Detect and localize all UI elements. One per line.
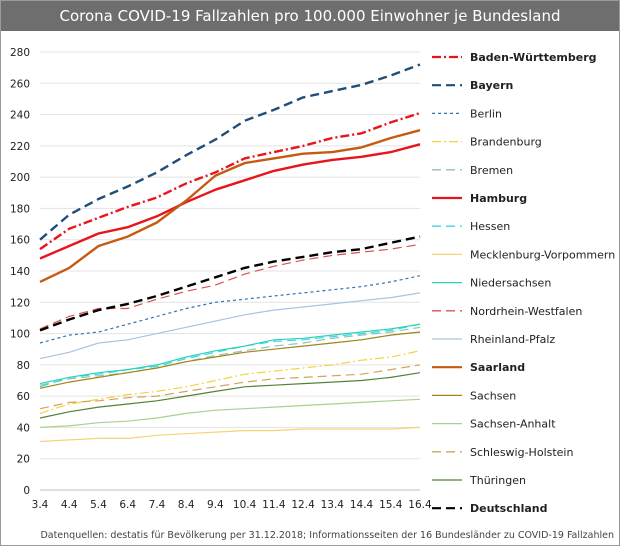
series-line-th-ringen xyxy=(39,372,421,419)
x-tick-label: 7.4 xyxy=(149,499,166,511)
x-tick-label: 9.4 xyxy=(207,499,224,511)
x-tick-label: 8.4 xyxy=(178,499,195,511)
y-tick-label: 60 xyxy=(17,391,30,403)
y-tick-label: 100 xyxy=(10,329,30,341)
legend-label-mecklenburg-vorpommern: Mecklenburg-Vorpommern xyxy=(470,248,615,261)
y-tick-label: 180 xyxy=(10,203,30,215)
x-tick-label: 15.4 xyxy=(379,499,403,511)
y-tick-label: 140 xyxy=(10,266,30,278)
legend-label-sachsen: Sachsen xyxy=(470,389,516,402)
series-line-bayern xyxy=(39,63,421,241)
y-tick-label: 40 xyxy=(17,422,30,434)
y-tick-label: 120 xyxy=(10,297,30,309)
series-line-sachsen xyxy=(39,331,421,389)
y-tick-label: 220 xyxy=(10,141,30,153)
y-tick-label: 20 xyxy=(17,454,30,466)
y-tick-label: 80 xyxy=(17,360,30,372)
series-line-bremen xyxy=(39,326,421,386)
series-line-brandenburg xyxy=(39,350,421,414)
legend-label-bremen: Bremen xyxy=(470,164,513,177)
x-tick-label: 13.4 xyxy=(321,499,345,511)
x-tick-label: 5.4 xyxy=(90,499,107,511)
legend-label-hessen: Hessen xyxy=(470,220,510,233)
series-line-schleswig-holstein xyxy=(39,364,421,410)
series-line-saarland xyxy=(39,129,421,283)
source-note: Datenquellen: destatis für Bevölkerung p… xyxy=(40,530,614,541)
legend-label-baden-w-rttemberg: Baden-Württemberg xyxy=(470,51,597,64)
series-line-baden-w-rttemberg xyxy=(39,111,421,251)
y-tick-label: 200 xyxy=(10,172,30,184)
series-line-niedersachsen xyxy=(39,323,421,385)
legend-label-sachsen-anhalt: Sachsen-Anhalt xyxy=(470,418,556,431)
x-tick-label: 10.4 xyxy=(233,499,257,511)
x-tick-label: 12.4 xyxy=(291,499,315,511)
series-line-rheinland-pfalz xyxy=(39,292,421,360)
x-tick-label: 4.4 xyxy=(61,499,78,511)
y-tick-label: 240 xyxy=(10,110,30,122)
series-line-nordrhein-westfalen xyxy=(39,243,421,330)
legend-label-deutschland: Deutschland xyxy=(470,502,547,515)
series-line-sachsen-anhalt xyxy=(39,398,421,428)
legend-label-th-ringen: Thüringen xyxy=(469,474,526,487)
series-line-mecklenburg-vorpommern xyxy=(39,426,421,443)
legend-label-berlin: Berlin xyxy=(470,107,502,120)
legend-label-brandenburg: Brandenburg xyxy=(470,136,542,149)
y-tick-label: 160 xyxy=(10,235,30,247)
legend-label-nordrhein-westfalen: Nordrhein-Westfalen xyxy=(470,305,582,318)
legend-label-hamburg: Hamburg xyxy=(470,192,527,205)
legend-label-saarland: Saarland xyxy=(470,361,525,374)
y-tick-label: 260 xyxy=(10,78,30,90)
x-tick-label: 3.4 xyxy=(32,499,49,511)
y-tick-label: 0 xyxy=(23,485,30,497)
legend-label-bayern: Bayern xyxy=(470,79,513,92)
legend-label-schleswig-holstein: Schleswig-Holstein xyxy=(470,446,573,459)
y-tick-label: 280 xyxy=(10,47,30,59)
series-line-deutschland xyxy=(39,235,421,332)
x-tick-label: 16.4 xyxy=(408,499,432,511)
legend-label-niedersachsen: Niedersachsen xyxy=(470,277,551,290)
legend-label-rheinland-pfalz: Rheinland-Pfalz xyxy=(470,333,555,346)
x-tick-label: 6.4 xyxy=(119,499,136,511)
x-tick-label: 14.4 xyxy=(350,499,374,511)
series-line-hamburg xyxy=(39,143,421,260)
x-tick-label: 11.4 xyxy=(262,499,286,511)
chart-title: Corona COVID-19 Fallzahlen pro 100.000 E… xyxy=(1,1,619,31)
